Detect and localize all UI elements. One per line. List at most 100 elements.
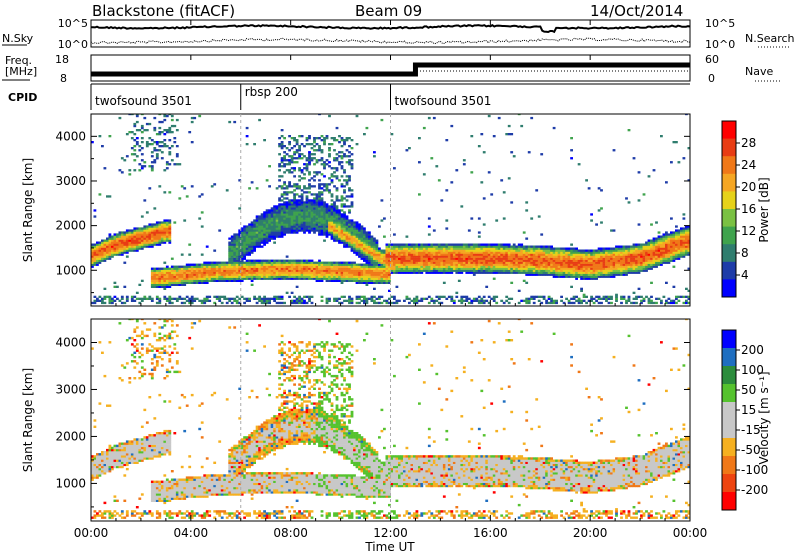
power-cell — [545, 301, 548, 305]
power-cell — [415, 243, 419, 246]
power-cell — [465, 249, 469, 252]
power-cell — [175, 267, 179, 270]
power-cell — [305, 197, 309, 200]
power-cell — [235, 295, 239, 298]
power-cell — [148, 295, 152, 298]
power-cell — [333, 207, 336, 210]
power-cell — [303, 215, 306, 218]
power-cell — [395, 259, 399, 262]
power-cell — [328, 269, 331, 272]
power-cell — [135, 297, 139, 300]
power-cell — [395, 247, 399, 250]
power-cell — [575, 253, 578, 256]
power-cell — [263, 217, 266, 220]
power-cell — [215, 279, 219, 282]
power-cell — [200, 301, 204, 305]
power-cell — [288, 171, 291, 174]
power-cell — [590, 251, 593, 254]
power-cell — [173, 265, 177, 268]
power-cell — [567, 251, 571, 254]
power-cell — [155, 273, 159, 276]
power-cell — [445, 189, 449, 192]
power-cell — [285, 229, 289, 232]
power-cell — [490, 267, 494, 270]
power-cell — [165, 114, 169, 118]
power-cell — [360, 247, 364, 250]
power-cell — [575, 275, 578, 278]
power-cell — [130, 243, 134, 246]
power-cell — [273, 219, 276, 222]
power-cell — [630, 257, 633, 260]
power-cell — [205, 267, 209, 270]
power-cell — [485, 265, 489, 268]
power-cell — [101, 259, 104, 262]
power-cell — [530, 257, 534, 260]
power-cell — [283, 137, 286, 140]
power-cell — [432, 259, 436, 262]
power-cell — [627, 251, 631, 254]
power-cell — [308, 135, 311, 138]
power-cell — [218, 229, 222, 232]
power-cell — [375, 277, 379, 280]
power-cell — [190, 301, 194, 305]
power-cell — [582, 263, 586, 266]
power-cell — [293, 199, 296, 202]
power-cell — [622, 273, 626, 276]
power-cell — [395, 261, 399, 264]
power-cell — [315, 149, 319, 152]
power-cell — [500, 269, 504, 272]
power-cell — [630, 247, 633, 250]
power-cell — [620, 271, 623, 274]
power-cell — [450, 299, 454, 302]
power-cell — [612, 273, 616, 276]
power-heatmap-cells — [91, 114, 690, 305]
power-cell — [525, 245, 529, 248]
power-cell — [275, 235, 279, 238]
power-cell — [275, 227, 279, 230]
power-cell — [160, 233, 164, 236]
power-cell — [482, 251, 486, 254]
power-cell — [240, 253, 244, 256]
power-cell — [358, 297, 361, 300]
power-cell — [358, 235, 361, 238]
power-cell — [250, 221, 254, 224]
power-cell — [278, 271, 281, 274]
power-cell — [245, 269, 249, 272]
power-cell — [363, 269, 366, 272]
power-cell — [435, 295, 439, 298]
power-cell — [325, 225, 329, 228]
power-cell — [550, 263, 553, 266]
power-cell — [527, 301, 531, 305]
power-cell — [340, 217, 344, 220]
power-cell — [447, 243, 451, 246]
power-cell — [250, 265, 254, 268]
power-cell — [320, 149, 324, 152]
power-cell — [358, 269, 361, 272]
power-cell — [345, 225, 349, 228]
power-cell — [310, 203, 314, 206]
power-cell — [293, 273, 296, 276]
power-cell — [542, 259, 546, 262]
power-cell — [305, 207, 309, 210]
power-cell — [510, 271, 514, 274]
power-cell — [223, 273, 227, 276]
power-cell — [323, 233, 326, 236]
power-cell — [293, 259, 296, 262]
power-cell — [313, 267, 316, 270]
power-cell — [350, 167, 354, 170]
power-cell — [495, 269, 499, 272]
power-cell — [260, 273, 264, 276]
power-cell — [325, 227, 329, 230]
power-cell — [592, 265, 596, 268]
power-cell — [373, 255, 376, 258]
power-cell — [245, 239, 249, 242]
power-cell — [133, 233, 137, 236]
power-cell — [522, 265, 526, 268]
power-cell — [253, 231, 256, 234]
power-cell — [615, 271, 618, 274]
power-cell — [343, 143, 346, 146]
power-cell — [383, 249, 386, 252]
power-cell — [353, 243, 356, 246]
power-cell — [500, 243, 504, 246]
